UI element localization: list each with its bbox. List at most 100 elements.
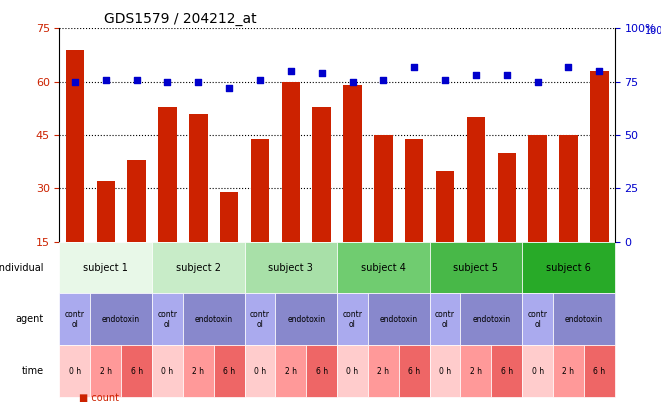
FancyBboxPatch shape	[337, 294, 368, 345]
FancyBboxPatch shape	[59, 242, 152, 294]
FancyBboxPatch shape	[152, 242, 245, 294]
FancyBboxPatch shape	[337, 345, 368, 397]
Bar	[498, 153, 516, 242]
Text: 2 h: 2 h	[100, 367, 112, 375]
Text: contr
ol: contr ol	[250, 309, 270, 329]
Text: subject 6: subject 6	[546, 262, 591, 273]
Point	[132, 76, 142, 83]
FancyBboxPatch shape	[183, 345, 214, 397]
Bar	[282, 82, 300, 242]
Point	[502, 72, 512, 79]
Point	[378, 76, 389, 83]
Text: contr
ol: contr ol	[435, 309, 455, 329]
Text: 2 h: 2 h	[377, 367, 389, 375]
FancyBboxPatch shape	[59, 294, 91, 345]
Text: GDS1579 / 204212_at: GDS1579 / 204212_at	[104, 12, 256, 26]
Text: 0 h: 0 h	[161, 367, 174, 375]
Bar	[97, 181, 115, 242]
Bar	[189, 114, 208, 242]
Point	[69, 79, 80, 85]
Point	[440, 76, 450, 83]
Text: 2 h: 2 h	[470, 367, 482, 375]
Text: 0 h: 0 h	[531, 367, 544, 375]
Bar	[374, 135, 393, 242]
FancyBboxPatch shape	[430, 294, 461, 345]
Text: 6 h: 6 h	[500, 367, 513, 375]
Y-axis label: 100%: 100%	[645, 26, 661, 36]
FancyBboxPatch shape	[430, 345, 461, 397]
Bar	[128, 160, 146, 242]
Text: agent: agent	[16, 314, 44, 324]
Text: 2 h: 2 h	[192, 367, 204, 375]
Text: endotoxin: endotoxin	[564, 315, 603, 324]
Text: contr
ol: contr ol	[342, 309, 362, 329]
Bar	[220, 192, 239, 242]
Point	[347, 79, 358, 85]
Point	[286, 68, 296, 74]
FancyBboxPatch shape	[522, 345, 553, 397]
Bar	[436, 171, 454, 242]
FancyBboxPatch shape	[245, 242, 337, 294]
Text: 0 h: 0 h	[254, 367, 266, 375]
Text: 2 h: 2 h	[285, 367, 297, 375]
Point	[563, 64, 574, 70]
Bar	[251, 139, 269, 242]
Bar	[528, 135, 547, 242]
Text: endotoxin: endotoxin	[194, 315, 233, 324]
Point	[100, 76, 111, 83]
FancyBboxPatch shape	[245, 345, 276, 397]
Bar	[158, 107, 176, 242]
FancyBboxPatch shape	[368, 345, 399, 397]
Bar	[405, 139, 424, 242]
FancyBboxPatch shape	[491, 345, 522, 397]
FancyBboxPatch shape	[461, 345, 491, 397]
Text: individual: individual	[0, 262, 44, 273]
FancyBboxPatch shape	[276, 345, 306, 397]
Text: endotoxin: endotoxin	[379, 315, 418, 324]
FancyBboxPatch shape	[553, 294, 615, 345]
FancyBboxPatch shape	[584, 345, 615, 397]
Text: 2 h: 2 h	[563, 367, 574, 375]
FancyBboxPatch shape	[337, 242, 430, 294]
Point	[224, 85, 235, 92]
FancyBboxPatch shape	[59, 345, 91, 397]
Point	[193, 79, 204, 85]
FancyBboxPatch shape	[522, 294, 553, 345]
Text: 0 h: 0 h	[346, 367, 359, 375]
Text: time: time	[22, 366, 44, 376]
FancyBboxPatch shape	[276, 294, 337, 345]
Text: contr
ol: contr ol	[527, 309, 547, 329]
FancyBboxPatch shape	[152, 294, 183, 345]
FancyBboxPatch shape	[152, 345, 183, 397]
FancyBboxPatch shape	[91, 345, 121, 397]
Text: 6 h: 6 h	[223, 367, 235, 375]
FancyBboxPatch shape	[553, 345, 584, 397]
FancyBboxPatch shape	[183, 294, 245, 345]
Point	[471, 72, 481, 79]
Bar	[590, 71, 609, 242]
Bar	[65, 50, 84, 242]
Text: 0 h: 0 h	[439, 367, 451, 375]
Text: ■ count: ■ count	[79, 393, 120, 403]
Text: subject 5: subject 5	[453, 262, 498, 273]
Text: contr
ol: contr ol	[157, 309, 177, 329]
Text: subject 3: subject 3	[268, 262, 313, 273]
FancyBboxPatch shape	[399, 345, 430, 397]
Point	[317, 70, 327, 77]
Text: endotoxin: endotoxin	[287, 315, 325, 324]
Bar	[559, 135, 578, 242]
FancyBboxPatch shape	[91, 294, 152, 345]
FancyBboxPatch shape	[306, 345, 337, 397]
FancyBboxPatch shape	[461, 294, 522, 345]
Text: 6 h: 6 h	[408, 367, 420, 375]
Point	[162, 79, 173, 85]
Text: subject 2: subject 2	[176, 262, 221, 273]
Text: endotoxin: endotoxin	[472, 315, 510, 324]
Text: 6 h: 6 h	[130, 367, 143, 375]
Point	[409, 64, 420, 70]
Text: subject 4: subject 4	[361, 262, 406, 273]
FancyBboxPatch shape	[214, 345, 245, 397]
Bar	[467, 117, 485, 242]
FancyBboxPatch shape	[430, 242, 522, 294]
Text: 6 h: 6 h	[315, 367, 328, 375]
